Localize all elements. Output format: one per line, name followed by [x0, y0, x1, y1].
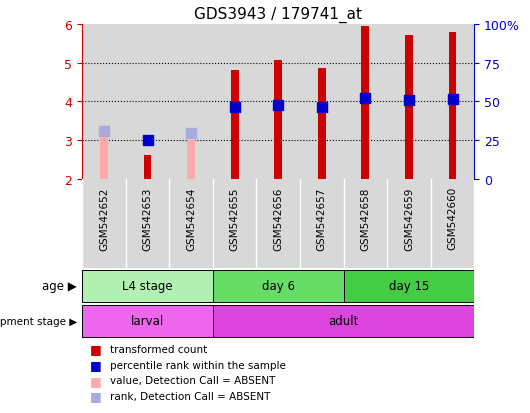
Bar	[343, 25, 387, 180]
Bar	[213, 25, 257, 180]
Text: GSM542655: GSM542655	[229, 187, 240, 250]
Bar	[231, 71, 239, 180]
Bar	[144, 155, 152, 180]
Bar	[343, 270, 474, 302]
Text: rank, Detection Call = ABSENT: rank, Detection Call = ABSENT	[110, 391, 271, 401]
Bar	[82, 25, 126, 180]
Text: GSM542657: GSM542657	[317, 187, 327, 250]
Point	[100, 128, 108, 135]
Bar	[275, 61, 282, 180]
Text: GSM542659: GSM542659	[404, 187, 414, 250]
Bar	[361, 27, 369, 180]
Text: ■: ■	[90, 389, 102, 403]
Point	[187, 130, 196, 136]
Bar	[318, 69, 326, 180]
Bar	[213, 305, 474, 337]
Point	[448, 96, 457, 103]
Bar	[82, 305, 213, 337]
Text: GSM542658: GSM542658	[360, 187, 370, 250]
Title: GDS3943 / 179741_at: GDS3943 / 179741_at	[195, 7, 362, 24]
Bar	[82, 180, 126, 268]
Text: ■: ■	[90, 374, 102, 387]
Point	[143, 138, 152, 144]
Bar	[169, 25, 213, 180]
Text: ■: ■	[90, 342, 102, 356]
Point	[361, 95, 369, 102]
Text: GSM542652: GSM542652	[99, 187, 109, 250]
Text: age ▶: age ▶	[42, 280, 77, 292]
Bar	[257, 25, 300, 180]
Bar	[343, 180, 387, 268]
Point	[317, 105, 326, 112]
Text: percentile rank within the sample: percentile rank within the sample	[110, 360, 286, 370]
Text: development stage ▶: development stage ▶	[0, 316, 77, 326]
Bar	[300, 180, 343, 268]
Bar	[126, 25, 169, 180]
Bar	[448, 33, 456, 180]
Text: value, Detection Call = ABSENT: value, Detection Call = ABSENT	[110, 375, 276, 385]
Text: ■: ■	[90, 358, 102, 371]
Text: GSM542654: GSM542654	[186, 187, 196, 250]
Bar	[300, 25, 343, 180]
Text: larval: larval	[131, 315, 164, 328]
Text: day 6: day 6	[262, 280, 295, 292]
Bar	[187, 140, 195, 180]
Text: L4 stage: L4 stage	[122, 280, 173, 292]
Text: transformed count: transformed count	[110, 344, 207, 354]
Point	[274, 103, 282, 109]
Bar	[169, 180, 213, 268]
Bar	[431, 25, 474, 180]
Bar	[126, 180, 169, 268]
Text: GSM542660: GSM542660	[447, 187, 457, 250]
Text: adult: adult	[329, 315, 359, 328]
Bar	[100, 136, 108, 180]
Bar	[213, 180, 257, 268]
Bar	[257, 180, 300, 268]
Bar	[387, 180, 431, 268]
Bar	[405, 36, 413, 180]
Text: GSM542656: GSM542656	[273, 187, 283, 250]
Bar	[387, 25, 431, 180]
Point	[405, 97, 413, 104]
Bar	[431, 180, 474, 268]
Text: GSM542653: GSM542653	[143, 187, 153, 250]
Point	[231, 105, 239, 112]
Text: day 15: day 15	[389, 280, 429, 292]
Bar	[82, 270, 213, 302]
Bar	[213, 270, 343, 302]
